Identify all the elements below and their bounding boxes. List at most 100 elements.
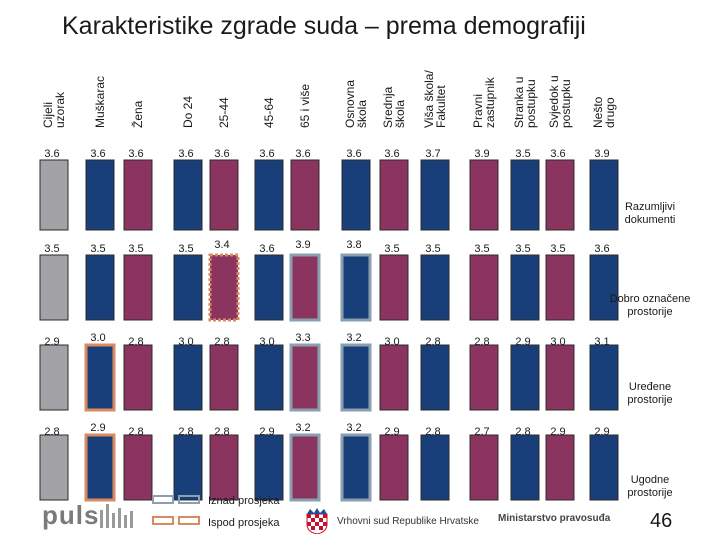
bar-row-0-col-9 xyxy=(420,159,450,231)
value-label-row-3-col-9: 2.8 xyxy=(425,426,440,438)
column-header-7-line-0: Osnovna xyxy=(343,80,357,128)
value-label-row-0-col-2: 3.6 xyxy=(128,148,143,160)
value-label-row-2-col-3: 3.0 xyxy=(178,336,193,348)
column-header-0-line-1: uzorak xyxy=(53,91,67,128)
bar-row-0-col-4 xyxy=(209,159,239,231)
bar-row-3-col-9 xyxy=(420,434,450,501)
column-header-10-line-0: Pravni xyxy=(471,94,485,128)
value-label-row-0-col-4: 3.6 xyxy=(214,148,229,160)
value-label-row-0-col-13: 3.9 xyxy=(594,148,609,160)
bar-row-2-col-9 xyxy=(420,344,450,411)
value-label-row-3-col-7: 3.2 xyxy=(346,422,361,434)
value-label-row-2-col-7: 3.2 xyxy=(346,332,361,344)
bar-row-1-col-9 xyxy=(420,254,450,321)
column-header-2: Žena xyxy=(130,100,145,128)
bar-row-3-col-3 xyxy=(173,434,203,501)
bar-row-0-col-1 xyxy=(85,159,115,231)
bar-row-1-col-10 xyxy=(469,254,499,321)
value-label-row-2-col-10: 2.8 xyxy=(474,336,489,348)
value-label-row-0-col-11: 3.5 xyxy=(515,148,530,160)
legend-below-label: Ispod prosjeka xyxy=(208,517,280,529)
bar-row-3-col-0 xyxy=(39,434,69,501)
bar-row-1-col-13 xyxy=(589,254,619,321)
value-label-row-2-col-6: 3.3 xyxy=(295,332,310,344)
croatian-coat-of-arms-icon xyxy=(306,508,328,534)
value-label-row-2-col-2: 2.8 xyxy=(128,336,143,348)
value-label-row-3-col-10: 2.7 xyxy=(474,426,489,438)
column-header-4: 25-44 xyxy=(217,97,231,128)
bar-row-3-col-4 xyxy=(209,434,239,501)
row-label-1-line-2: dokumenti xyxy=(625,214,676,226)
bar-row-0-col-2 xyxy=(123,159,153,231)
value-label-row-2-col-8: 3.0 xyxy=(384,336,399,348)
row-label-2-line-2: prostorije xyxy=(627,306,672,318)
value-label-row-0-col-1: 3.6 xyxy=(90,148,105,160)
bar-row-2-col-7 xyxy=(340,343,372,412)
value-label-row-2-col-13: 3.1 xyxy=(594,336,609,348)
value-label-row-1-col-5: 3.6 xyxy=(259,243,274,255)
bar-row-0-col-7 xyxy=(341,159,371,231)
bar-row-2-col-13 xyxy=(589,344,619,411)
value-label-row-1-col-9: 3.5 xyxy=(425,243,440,255)
value-label-row-0-col-5: 3.6 xyxy=(259,148,274,160)
value-label-row-3-col-13: 2.9 xyxy=(594,426,609,438)
bar-row-0-col-11 xyxy=(510,159,540,231)
value-label-row-0-col-3: 3.6 xyxy=(178,148,193,160)
column-header-12-line-1: postupku xyxy=(559,79,573,128)
value-label-row-1-col-1: 3.5 xyxy=(90,243,105,255)
value-label-row-1-col-10: 3.5 xyxy=(474,243,489,255)
value-label-row-2-col-0: 2.9 xyxy=(44,336,59,348)
bar-row-3-col-7 xyxy=(340,433,372,502)
bar-row-1-col-0 xyxy=(39,254,69,321)
bar-row-1-col-1 xyxy=(85,254,115,321)
bar-row-2-col-0 xyxy=(39,344,69,411)
column-header-11-line-0: Stranka u xyxy=(512,77,526,128)
value-label-row-3-col-5: 2.9 xyxy=(259,426,274,438)
value-label-row-1-col-4: 3.4 xyxy=(214,239,229,251)
value-label-row-1-col-8: 3.5 xyxy=(384,243,399,255)
bar-row-2-col-12 xyxy=(545,344,575,411)
column-header-9-line-0: Viša škola/ xyxy=(422,70,436,128)
value-label-row-0-col-8: 3.6 xyxy=(384,148,399,160)
court-name: Vrhovni sud Republike Hrvatske xyxy=(337,516,479,527)
value-label-row-2-col-4: 2.8 xyxy=(214,336,229,348)
legend-swatches xyxy=(152,495,200,525)
bar-row-0-col-12 xyxy=(545,159,575,231)
bar-row-3-col-5 xyxy=(254,434,284,501)
bar-row-0-col-8 xyxy=(379,159,409,231)
legend-above-swatch-2 xyxy=(178,495,200,504)
bar-row-0-col-3 xyxy=(173,159,203,231)
legend-above-label: Iznad prosjeka xyxy=(208,495,280,507)
bar-row-0-col-5 xyxy=(254,159,284,231)
bar-row-2-col-2 xyxy=(123,344,153,411)
row-label-4-line-1: Ugodne xyxy=(631,474,670,486)
value-label-row-3-col-0: 2.8 xyxy=(44,426,59,438)
row-label-3-line-2: prostorije xyxy=(627,394,672,406)
column-header-0-line-0: Cijeli xyxy=(41,102,55,128)
bar-row-1-col-8 xyxy=(379,254,409,321)
bar-row-2-col-1 xyxy=(84,343,116,412)
value-label-row-2-col-9: 2.8 xyxy=(425,336,440,348)
column-header-1: Muškarac xyxy=(93,76,107,128)
column-header-3: Do 24 xyxy=(181,96,195,128)
column-header-11-line-1: postupku xyxy=(524,79,538,128)
value-label-row-3-col-3: 2.8 xyxy=(178,426,193,438)
ministry-name: Ministarstvo pravosuđa xyxy=(498,513,611,524)
row-label-4-line-2: prostorije xyxy=(627,487,672,499)
bar-row-3-col-10 xyxy=(469,434,499,501)
value-label-row-2-col-5: 3.0 xyxy=(259,336,274,348)
column-header-10-line-1: zastupnik xyxy=(483,76,497,128)
column-header-9-line-1: Fakultet xyxy=(434,85,448,128)
bar-row-3-col-12 xyxy=(545,434,575,501)
value-label-row-0-col-9: 3.7 xyxy=(425,148,440,160)
value-label-row-1-col-12: 3.5 xyxy=(550,243,565,255)
bar-row-2-col-6 xyxy=(289,343,321,412)
bar-row-0-col-10 xyxy=(469,159,499,231)
bar-row-3-col-13 xyxy=(589,434,619,501)
column-header-8-line-0: Srednja xyxy=(381,86,395,128)
bar-row-0-col-6 xyxy=(290,159,320,231)
puls-logo-bars-icon xyxy=(100,504,133,528)
bar-row-1-col-3 xyxy=(173,254,203,321)
bar-row-2-col-10 xyxy=(469,344,499,411)
bar-row-3-col-6 xyxy=(289,433,321,502)
